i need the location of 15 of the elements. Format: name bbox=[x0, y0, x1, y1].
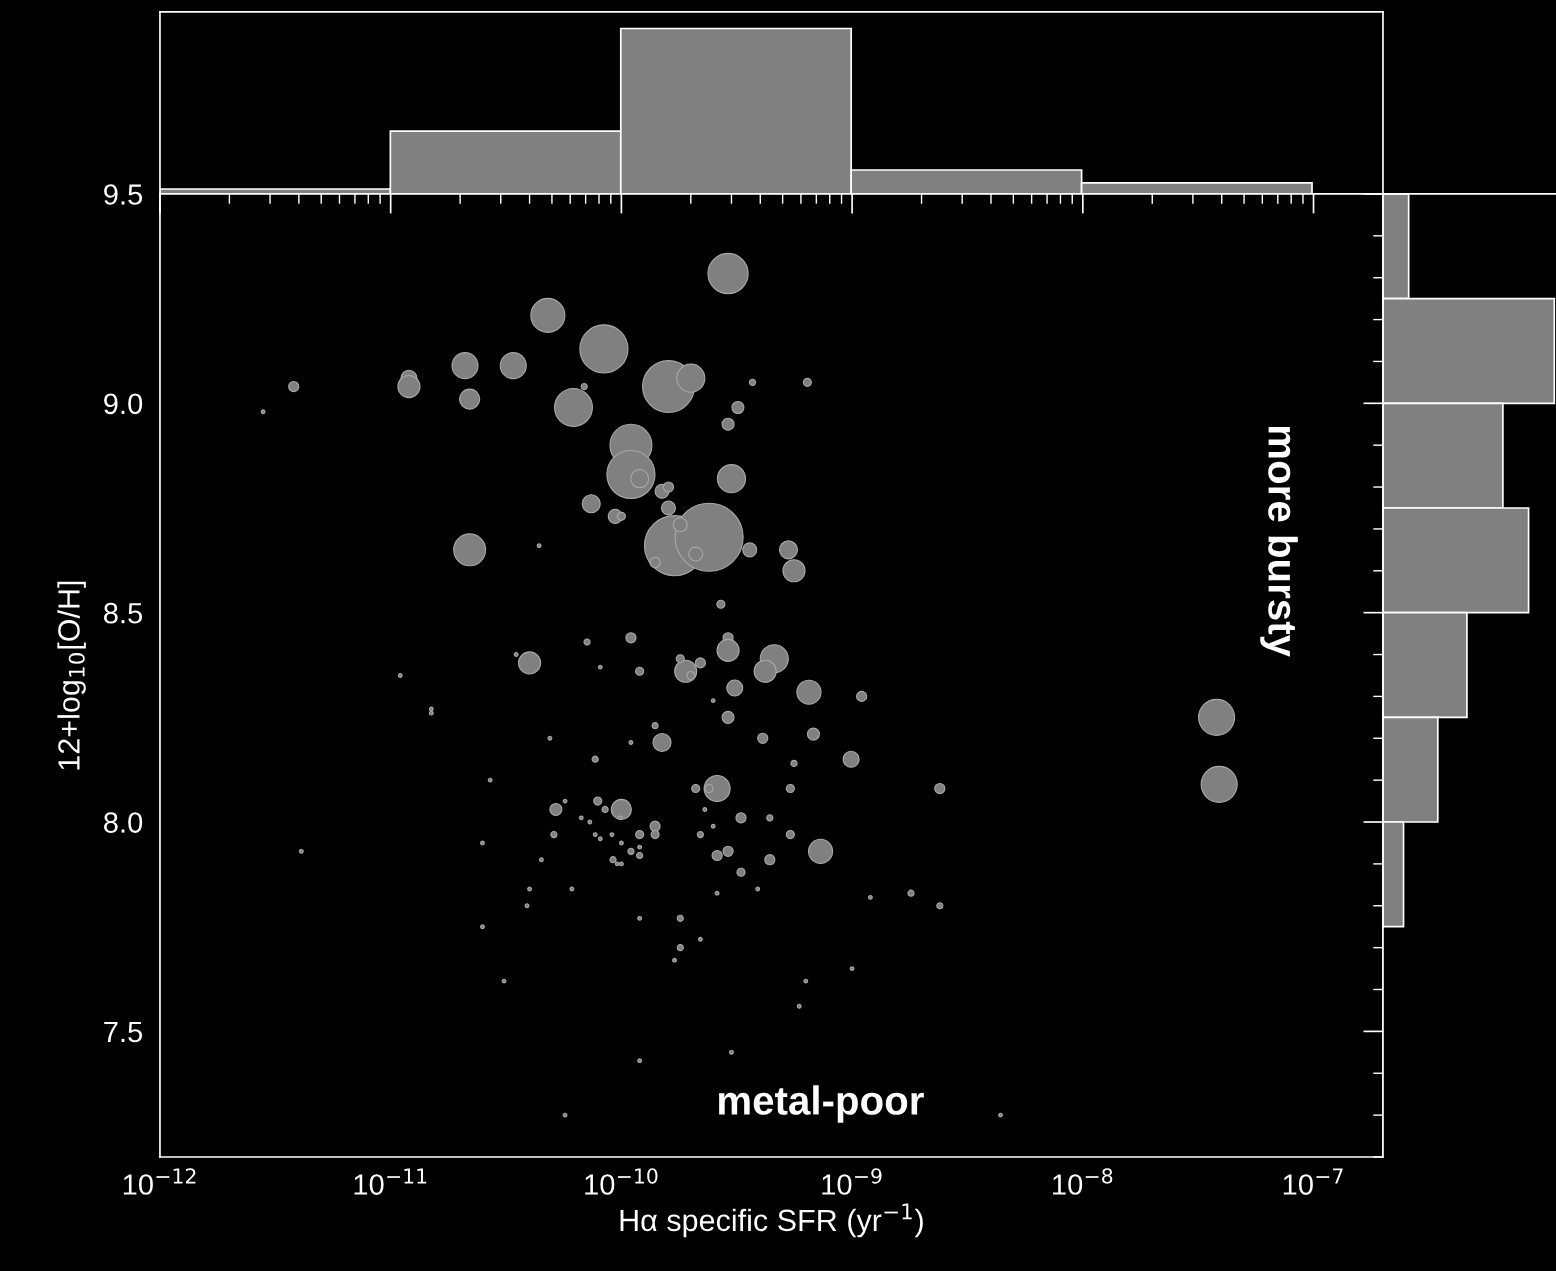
y-tick-label: 8.5 bbox=[104, 602, 143, 624]
y-axis-title: 12+log$_{10}$[O/H] bbox=[57, 581, 86, 770]
x-tick-label: 10$^{−9}$ bbox=[822, 1168, 882, 1195]
y-tick-label: 9.0 bbox=[104, 393, 143, 415]
x-tick-label: 10$^{−12}$ bbox=[123, 1168, 196, 1195]
x-tick-label: 10$^{−7}$ bbox=[1283, 1168, 1343, 1195]
annotation: more bursty bbox=[1260, 426, 1298, 657]
y-tick-label: 9.5 bbox=[104, 184, 143, 205]
y-tick-label: 7.5 bbox=[104, 1021, 143, 1043]
annotation: metal-poor bbox=[718, 1085, 924, 1123]
x-tick-label: 10$^{−11}$ bbox=[354, 1168, 427, 1195]
x-axis-title: Hα specific SFR (yr$^{−1}$) bbox=[620, 1203, 923, 1238]
x-tick-label: 10$^{−10}$ bbox=[585, 1168, 658, 1195]
y-tick-label: 8.0 bbox=[104, 812, 143, 833]
x-tick-label: 10$^{−8}$ bbox=[1053, 1168, 1113, 1195]
